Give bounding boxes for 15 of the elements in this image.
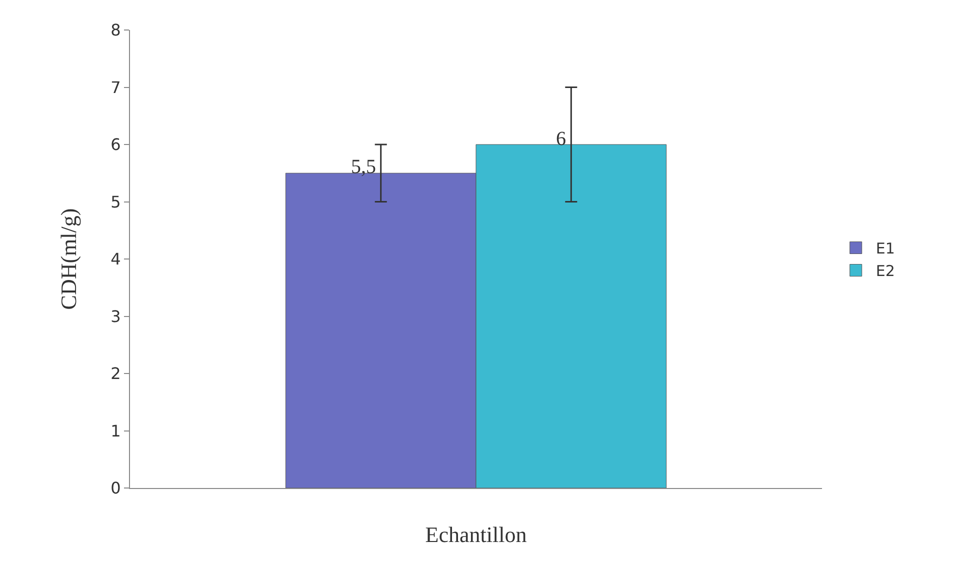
y-tick-label: 5 xyxy=(110,192,121,212)
y-tick-label: 6 xyxy=(110,135,121,154)
x-axis-title: Echantillon xyxy=(425,522,527,547)
y-axis-title: CDH(ml/g) xyxy=(56,208,81,310)
data-label: 6 xyxy=(556,128,566,150)
legend-label: E1 xyxy=(876,240,895,258)
y-tick-label: 3 xyxy=(110,306,121,326)
y-tick-label: 4 xyxy=(110,250,121,269)
data-label: 5,5 xyxy=(351,156,376,178)
y-tick-label: 8 xyxy=(110,20,121,40)
y-tick-label: 2 xyxy=(110,364,121,384)
legend-label: E2 xyxy=(876,262,895,280)
y-tick-label: 7 xyxy=(110,78,121,97)
y-tick-label: 0 xyxy=(110,478,121,498)
y-tick-label: 1 xyxy=(110,421,121,440)
